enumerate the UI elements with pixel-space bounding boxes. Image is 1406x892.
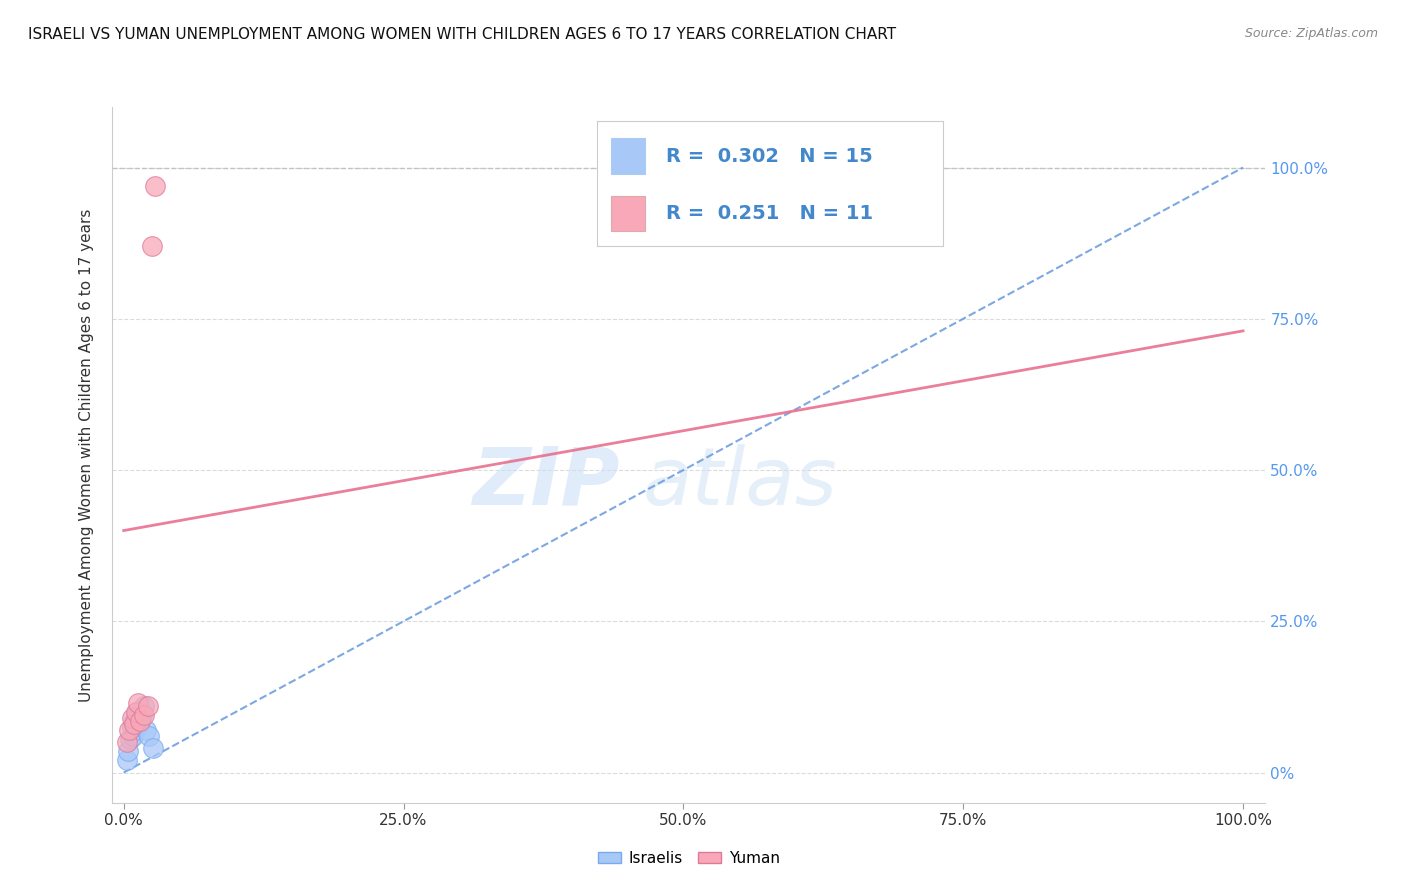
Point bbox=[121, 720, 143, 734]
Point bbox=[124, 723, 146, 738]
Point bbox=[118, 723, 141, 738]
Point bbox=[115, 735, 138, 749]
Point bbox=[120, 732, 142, 747]
Point bbox=[128, 717, 150, 731]
Point bbox=[127, 696, 149, 710]
Point bbox=[122, 714, 145, 728]
Point bbox=[132, 708, 155, 723]
Point bbox=[121, 729, 143, 743]
Text: ZIP: ZIP bbox=[472, 443, 620, 522]
Point bbox=[125, 705, 148, 719]
Point bbox=[125, 711, 148, 725]
Point bbox=[121, 711, 143, 725]
Point bbox=[131, 708, 153, 723]
Text: ISRAELI VS YUMAN UNEMPLOYMENT AMONG WOMEN WITH CHILDREN AGES 6 TO 17 YEARS CORRE: ISRAELI VS YUMAN UNEMPLOYMENT AMONG WOME… bbox=[28, 27, 896, 42]
Legend: Israelis, Yuman: Israelis, Yuman bbox=[592, 845, 786, 871]
Text: atlas: atlas bbox=[643, 443, 838, 522]
Y-axis label: Unemployment Among Women with Children Ages 6 to 17 years: Unemployment Among Women with Children A… bbox=[79, 208, 94, 702]
Point bbox=[136, 698, 159, 713]
Point bbox=[117, 744, 139, 758]
Point bbox=[138, 729, 160, 743]
Point bbox=[135, 723, 157, 738]
Point bbox=[142, 741, 165, 756]
Point bbox=[132, 698, 155, 713]
Point bbox=[127, 705, 149, 719]
Point bbox=[143, 178, 166, 193]
Point bbox=[129, 714, 152, 728]
Point bbox=[115, 754, 138, 768]
Point bbox=[141, 239, 163, 253]
Text: Source: ZipAtlas.com: Source: ZipAtlas.com bbox=[1244, 27, 1378, 40]
Point bbox=[122, 717, 145, 731]
